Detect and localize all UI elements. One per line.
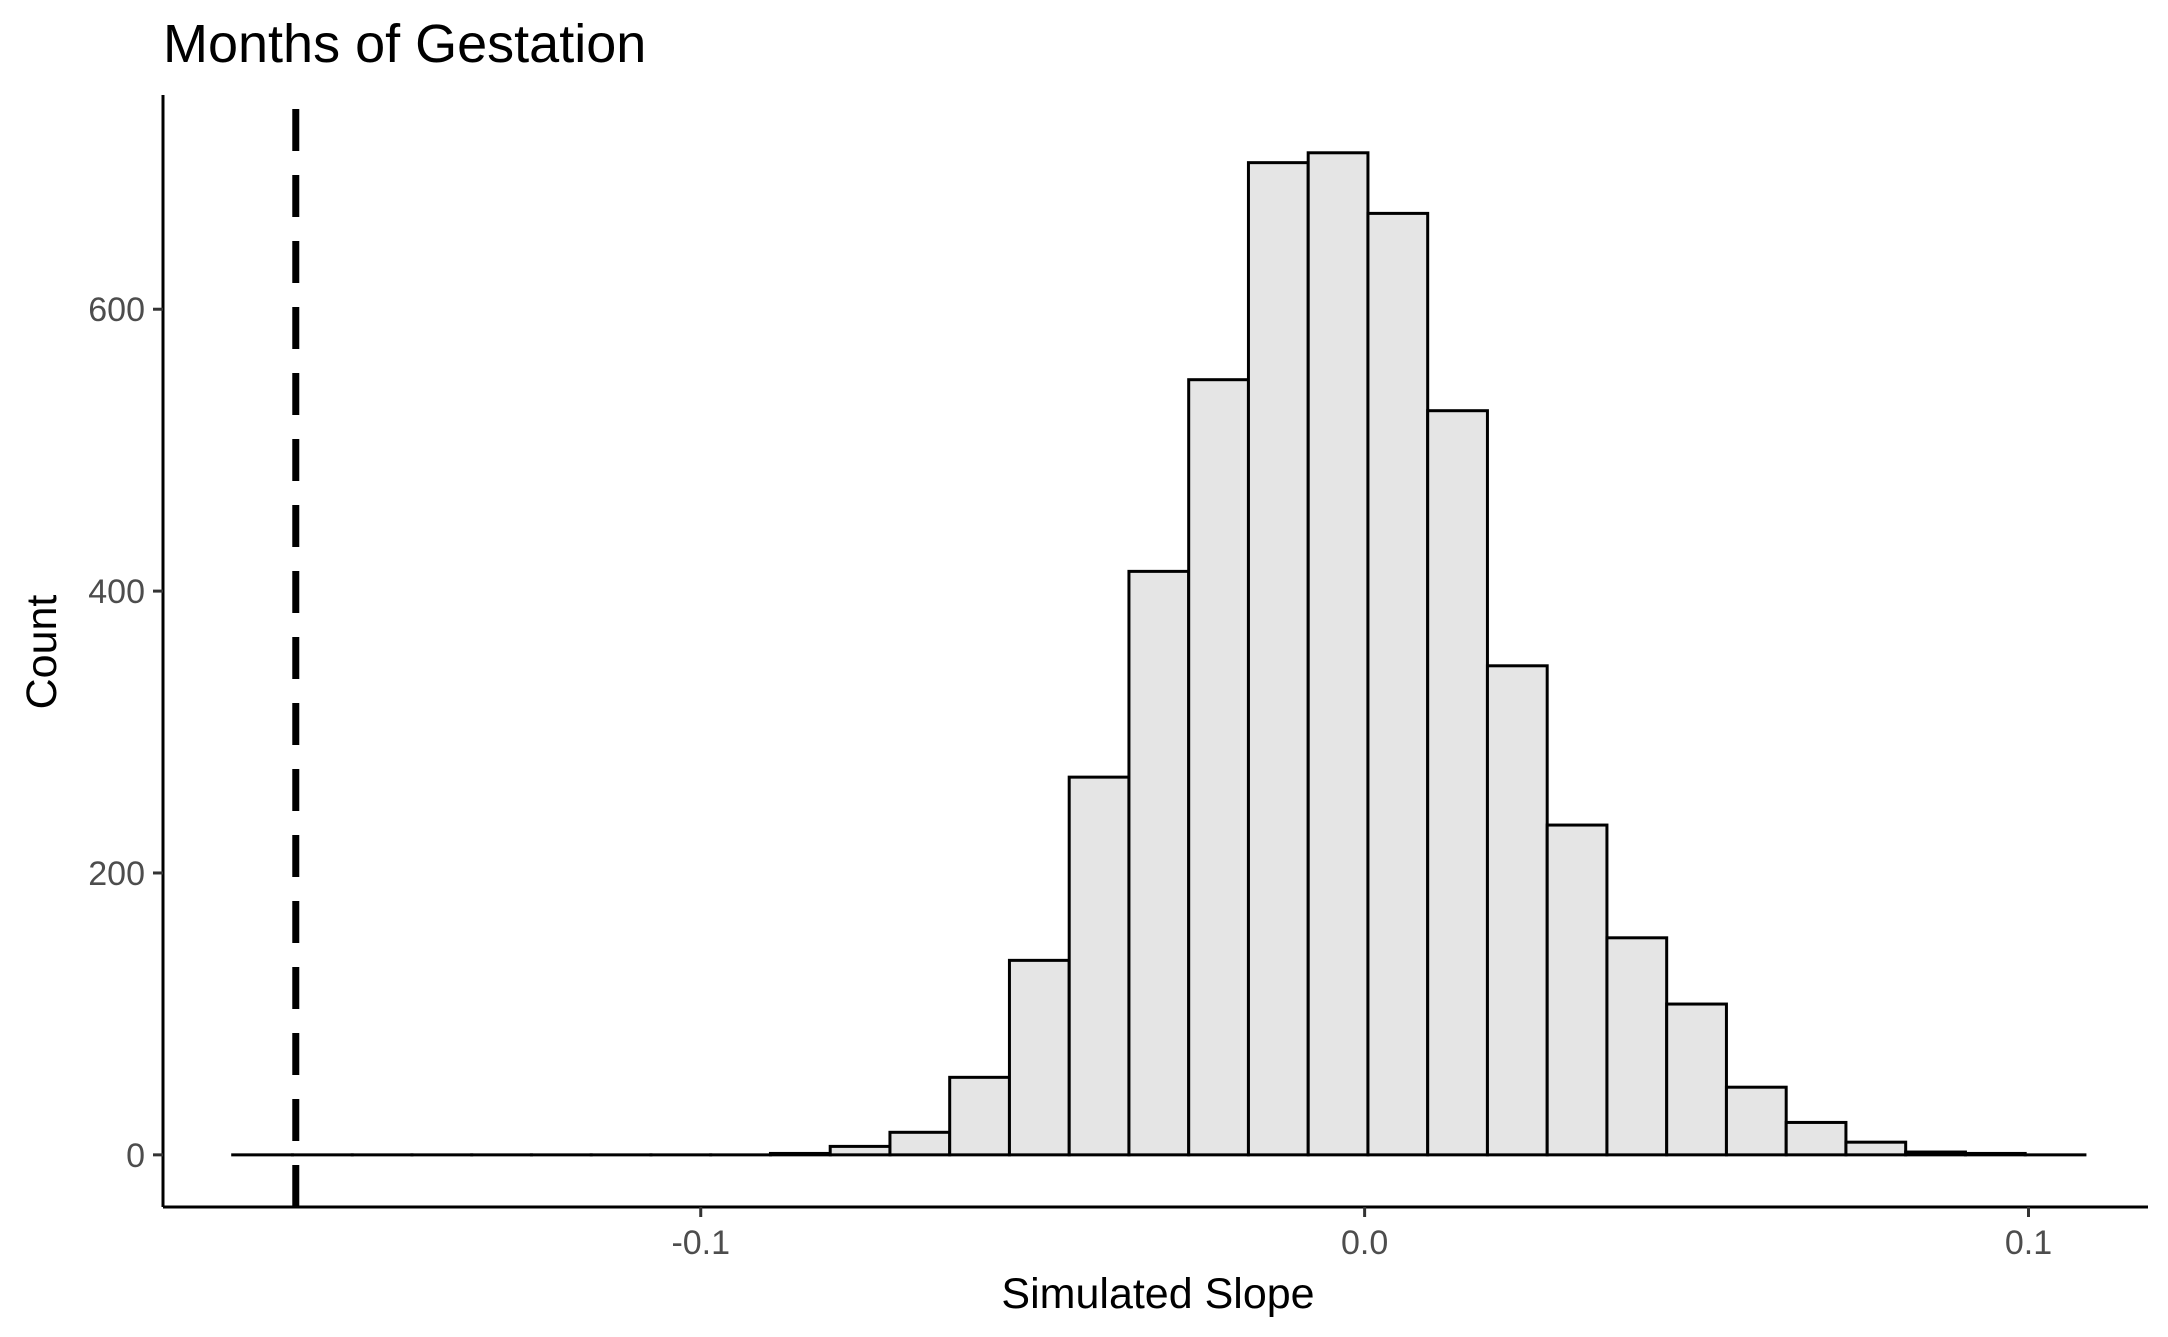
histogram-bar (1724, 1085, 1788, 1157)
histogram-bar (888, 1130, 952, 1157)
histogram-bar (1246, 161, 1310, 1157)
histogram-bar (1187, 378, 1250, 1157)
y-tick-label: 0 (126, 1137, 145, 1175)
histogram-bar (1844, 1140, 1908, 1157)
y-tick-label: 400 (88, 573, 145, 611)
histogram-bar (1545, 823, 1609, 1157)
x-tick-label: -0.1 (671, 1224, 730, 1262)
histogram-bar (1426, 409, 1489, 1157)
axes (161, 95, 2148, 1209)
histogram-bar (1306, 151, 1370, 1157)
histogram-bar (1904, 1150, 1967, 1157)
histogram-bars (231, 151, 2087, 1157)
x-tick-label: 0.0 (1341, 1224, 1388, 1262)
histogram-bar (1127, 569, 1191, 1157)
histogram-bar (1963, 1151, 2027, 1157)
y-tick-label: 600 (88, 291, 145, 329)
histogram-bar (948, 1075, 1011, 1157)
x-tick-label: 0.1 (2005, 1224, 2052, 1262)
y-axis-title: Count (18, 595, 66, 710)
histogram-bar (1366, 211, 1430, 1157)
histogram-bar (768, 1151, 832, 1157)
tick-labels: -0.1 0.0 0.1 0 200 400 600 (88, 291, 2052, 1262)
histogram-bar (1665, 1002, 1728, 1157)
chart-title: Months of Gestation (163, 14, 646, 74)
histogram-bar (1007, 958, 1071, 1157)
y-tick-label: 200 (88, 855, 145, 893)
histogram-bar (1485, 664, 1549, 1157)
x-axis-title: Simulated Slope (1001, 1270, 1314, 1318)
histogram-bar (828, 1144, 892, 1157)
histogram-bar (1605, 936, 1669, 1157)
histogram-bar (1784, 1120, 1848, 1157)
histogram-bar (1067, 775, 1131, 1157)
